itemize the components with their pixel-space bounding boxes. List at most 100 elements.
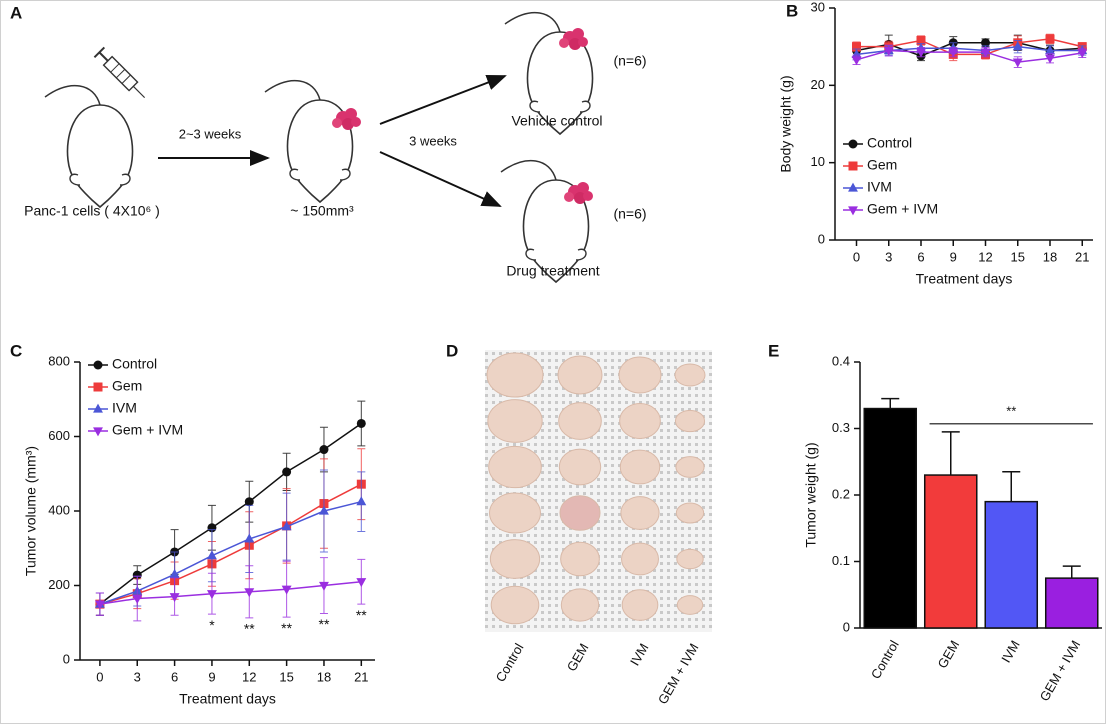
- marker: [852, 42, 861, 52]
- tumor-photo: [485, 350, 712, 632]
- x-tick-label: 12: [242, 669, 256, 684]
- marker: [319, 445, 329, 455]
- tumor: [619, 449, 661, 485]
- series-line: [856, 49, 1083, 63]
- x-tick-label: 3: [134, 669, 141, 684]
- y-axis-label: Tumor volume (mm³): [23, 446, 39, 576]
- bar: [923, 474, 978, 629]
- marker: [356, 418, 366, 428]
- marker: [1077, 49, 1088, 59]
- y-tick-label: 0.3: [832, 420, 850, 435]
- tumor: [487, 399, 543, 443]
- marker: [281, 585, 292, 595]
- significance: **: [1006, 403, 1016, 418]
- marker: [132, 570, 142, 580]
- x-tick-label: 21: [1075, 249, 1089, 264]
- tumor: [674, 363, 706, 387]
- marker: [980, 48, 991, 58]
- x-tick-label: 0: [853, 249, 860, 264]
- significance: **: [244, 621, 255, 637]
- marker: [169, 593, 180, 603]
- marker: [1012, 58, 1023, 68]
- y-tick-label: 600: [48, 428, 70, 443]
- bar: [984, 500, 1039, 629]
- panel-letter: C: [10, 341, 22, 360]
- legend-label: Gem + IVM: [867, 201, 938, 217]
- marker: [916, 48, 926, 58]
- marker: [356, 578, 367, 588]
- x-tick-label: 15: [279, 669, 293, 684]
- x-tick-label: 18: [1043, 249, 1057, 264]
- x-tick-label: 3: [885, 249, 892, 264]
- x-axis-label: Treatment days: [916, 271, 1013, 287]
- step-label: 2~3 weeks: [179, 126, 242, 141]
- y-tick-label: 20: [811, 77, 825, 92]
- significance: *: [209, 617, 215, 633]
- marker: [1045, 45, 1055, 55]
- y-tick-label: 10: [811, 154, 825, 169]
- marker: [981, 38, 990, 48]
- y-axis-label: Tumor weight (g): [803, 442, 819, 547]
- tumor: [486, 352, 544, 398]
- marker: [1045, 54, 1055, 64]
- y-tick-label: 800: [48, 353, 70, 368]
- series-line: [99, 422, 362, 605]
- y-tick-label: 0: [63, 651, 70, 666]
- x-tick-label: 12: [978, 249, 992, 264]
- legend-label: IVM: [867, 179, 892, 195]
- significance: **: [356, 607, 367, 623]
- x-tick-label: 18: [317, 669, 331, 684]
- significance: **: [319, 616, 330, 632]
- tumor: [489, 539, 541, 579]
- x-tick-label: 9: [950, 249, 957, 264]
- marker: [851, 56, 862, 66]
- x-tick-label: 9: [208, 669, 215, 684]
- y-tick-label: 30: [811, 0, 825, 14]
- x-axis-label: Treatment days: [179, 691, 276, 707]
- marker: [169, 568, 180, 578]
- marker: [356, 496, 367, 506]
- marker: [244, 588, 255, 598]
- marker: [281, 521, 292, 531]
- arrow: [379, 74, 507, 125]
- bar: [863, 407, 918, 629]
- tumor: [489, 492, 541, 534]
- y-tick-label: 0: [818, 231, 825, 246]
- legend-marker: [848, 206, 858, 216]
- tumor: [558, 448, 602, 486]
- tumor: [675, 502, 705, 524]
- group-label: Vehicle control: [511, 113, 602, 129]
- step-label: 3 weeks: [409, 133, 457, 148]
- y-tick-label: 200: [48, 577, 70, 592]
- tumor: [560, 541, 600, 577]
- marker: [851, 49, 862, 58]
- series-line: [99, 500, 362, 605]
- group-label: Drug treatment: [506, 263, 599, 279]
- tumor: [675, 456, 705, 478]
- diagram: 2~3 weeks 3 weeks Panc-1 cells ( 4X10⁶ )…: [24, 11, 647, 283]
- x-tick-label: 21: [354, 669, 368, 684]
- legend-label: Gem: [112, 378, 142, 394]
- tumor: [621, 542, 659, 576]
- y-axis-label: Body weight (g): [778, 75, 794, 172]
- significance: **: [281, 620, 292, 636]
- legend-label: Control: [867, 135, 912, 151]
- marker: [1012, 41, 1023, 51]
- x-tick-label: 6: [171, 669, 178, 684]
- cells-label: Panc-1 cells ( 4X10⁶ ): [24, 203, 160, 219]
- photo-background: [485, 350, 712, 632]
- legend-marker: [93, 360, 103, 370]
- panel-letter: E: [768, 341, 779, 360]
- legend-marker: [848, 139, 858, 149]
- y-tick-label: 0.4: [832, 353, 850, 368]
- marker: [319, 505, 329, 515]
- marker: [94, 600, 105, 610]
- tumor: [621, 589, 659, 621]
- syringe: [93, 46, 146, 99]
- tumor: [488, 445, 542, 489]
- tumor: [676, 595, 704, 615]
- marker: [948, 48, 959, 58]
- marker: [244, 497, 254, 507]
- group-n: (n=6): [613, 206, 646, 222]
